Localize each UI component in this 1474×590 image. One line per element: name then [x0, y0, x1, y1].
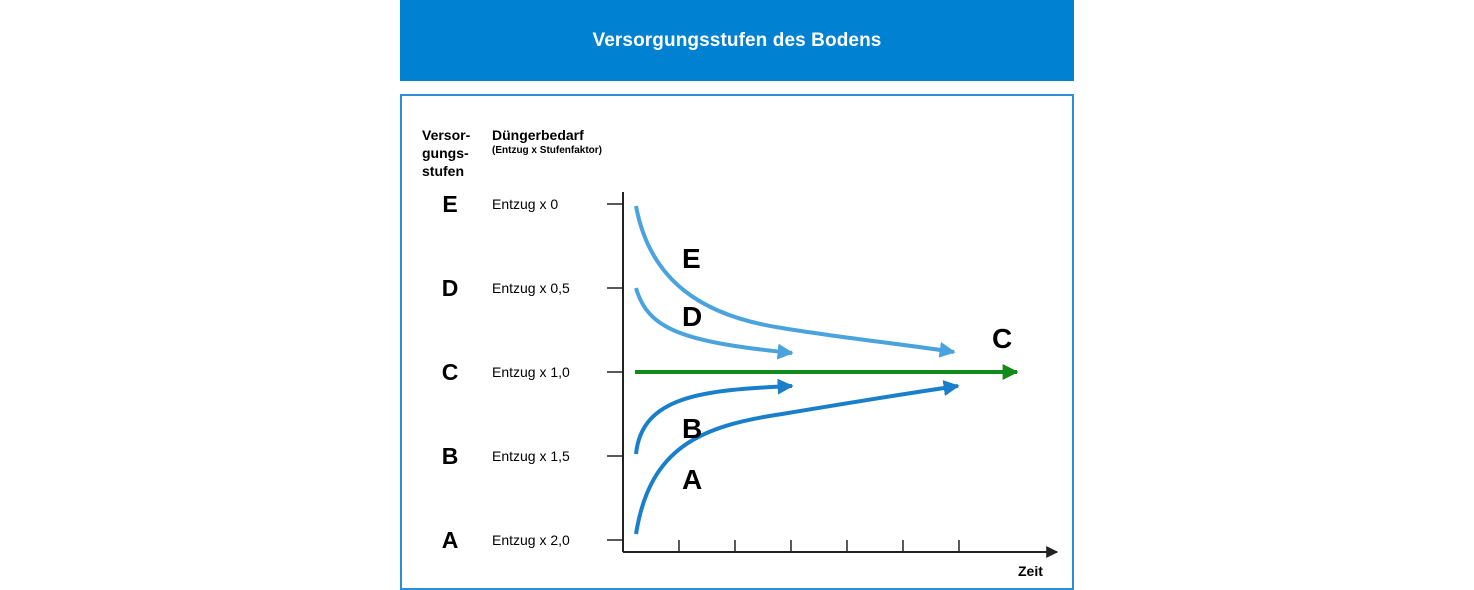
diagram-panel: Versor- gungs- stufen Düngerbedarf (Entz…: [400, 94, 1074, 590]
level-letter-a: A: [441, 527, 459, 553]
curve-b: [634, 378, 794, 455]
level-factor-d: Entzug x 0,5: [492, 280, 570, 296]
curve-e: [634, 205, 956, 358]
level-factor-b: Entzug x 1,5: [492, 448, 570, 464]
stufen-header-line-1: Versor-: [422, 127, 471, 143]
curve-label-a: A: [682, 464, 702, 495]
level-factor-a: Entzug x 2,0: [492, 532, 570, 548]
duenger-column-header: Düngerbedarf: [492, 127, 584, 143]
curve-label-e: E: [682, 243, 701, 274]
title-bar: Versorgungsstufen des Bodens: [400, 0, 1074, 81]
level-letter-c: C: [441, 359, 459, 385]
page-title: Versorgungsstufen des Bodens: [592, 29, 882, 51]
stufen-column-header: Versor- gungs- stufen: [422, 126, 470, 180]
level-letter-e: E: [442, 191, 458, 217]
level-factor-e: Entzug x 0: [492, 196, 559, 212]
duenger-column-subheader: (Entzug x Stufenfaktor): [492, 145, 602, 156]
level-letter-d: D: [441, 275, 459, 301]
curve-d: [634, 287, 794, 360]
stufen-header-line-3: stufen: [422, 163, 464, 179]
stufen-header-line-2: gungs-: [422, 145, 469, 161]
level-factor-c: Entzug x 1,0: [492, 364, 570, 380]
trend-diagram: E D C B A Zeit: [607, 192, 1059, 579]
level-letter-b: B: [441, 443, 459, 469]
curve-label-d: D: [682, 301, 702, 332]
curve-label-c: C: [992, 323, 1012, 354]
curve-label-b: B: [682, 413, 702, 444]
x-axis-label: Zeit: [1018, 563, 1043, 579]
curve-a: [634, 380, 960, 535]
